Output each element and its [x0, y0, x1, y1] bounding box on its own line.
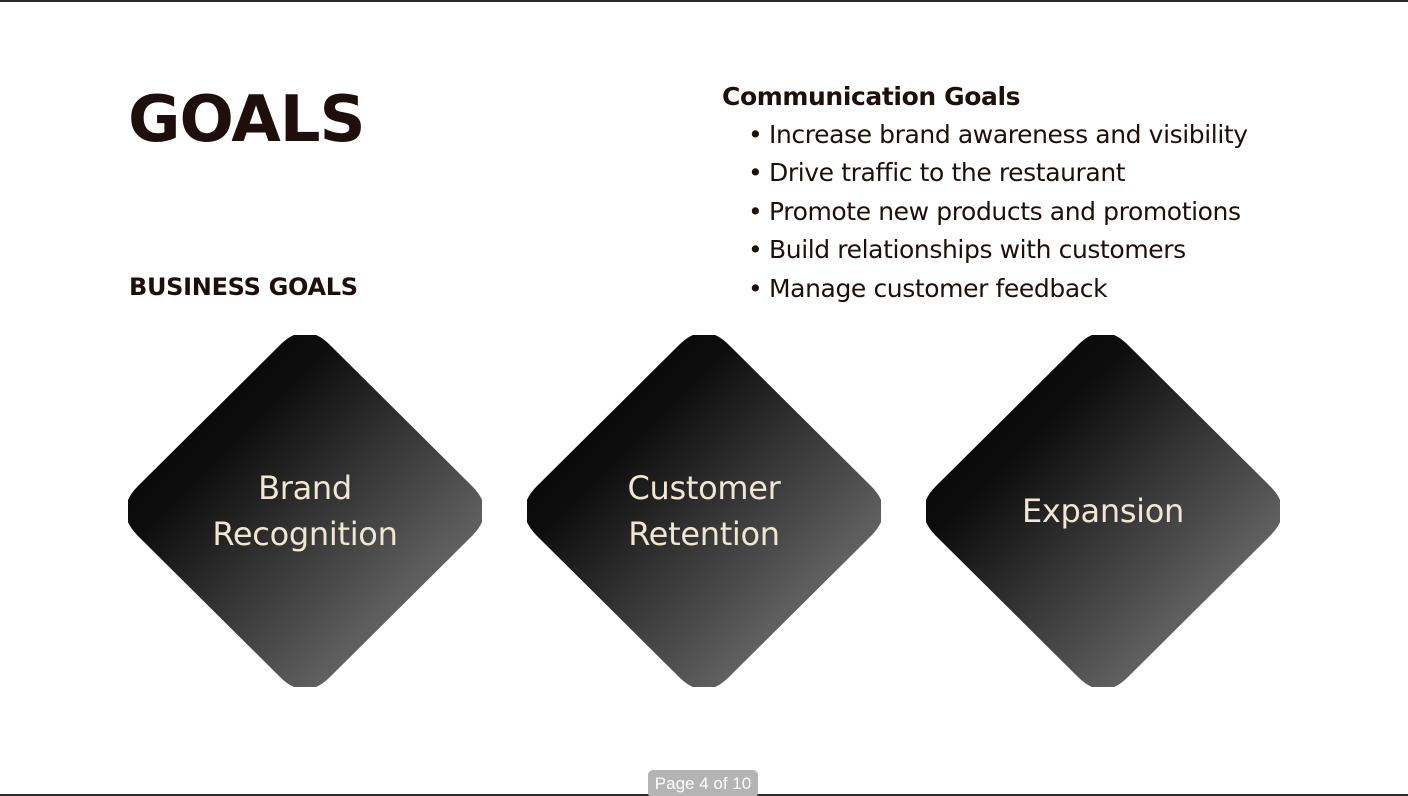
list-item-text: Promote new products and promotions — [769, 196, 1241, 226]
bullet-icon: • — [748, 196, 763, 226]
diamond-label: Customer Retention — [527, 335, 881, 687]
list-item: • Drive traffic to the restaurant — [748, 154, 1248, 192]
bullet-icon: • — [748, 158, 763, 188]
list-item-text: Drive traffic to the restaurant — [769, 158, 1126, 188]
bullet-icon: • — [748, 120, 763, 149]
diamond-label: Expansion — [926, 335, 1280, 687]
bullet-icon: • — [748, 235, 763, 265]
top-border — [0, 0, 1408, 2]
business-goal-diamond-brand-recognition: Brand Recognition — [128, 335, 482, 687]
diamond-label-line: Customer — [627, 469, 781, 507]
business-goal-diamond-expansion: Expansion — [926, 335, 1280, 687]
page-indicator: Page 4 of 10 — [648, 770, 758, 796]
list-item: • Promote new products and promotions — [748, 193, 1248, 231]
diamond-label-line: Expansion — [1021, 492, 1185, 530]
communication-goals-list: • Increase brand awareness and visibility… — [748, 116, 1248, 308]
diamond-shape — [128, 335, 482, 687]
list-item: • Manage customer feedback — [748, 270, 1248, 308]
diamond-shape — [527, 335, 881, 687]
diamond-label-line: Retention — [628, 515, 780, 553]
list-item-text: Build relationships with customers — [769, 235, 1186, 265]
slide-title: GOALS — [128, 83, 366, 157]
bullet-icon: • — [748, 273, 763, 303]
list-item: • Build relationships with customers — [748, 231, 1248, 269]
business-goal-diamond-customer-retention: Customer Retention — [527, 335, 881, 687]
business-goals-label: BUSINESS GOALS — [129, 273, 358, 301]
diamond-label: Brand Recognition — [128, 335, 482, 687]
communication-goals-heading: Communication Goals — [722, 82, 1021, 111]
list-item-text: Manage customer feedback — [769, 273, 1108, 303]
diamond-label-line: Recognition — [212, 515, 398, 553]
list-item-text: Increase brand awareness and visibility — [769, 120, 1248, 149]
diamond-label-line: Brand — [258, 469, 352, 507]
diamond-shape — [926, 335, 1280, 687]
list-item: • Increase brand awareness and visibility — [748, 116, 1248, 154]
